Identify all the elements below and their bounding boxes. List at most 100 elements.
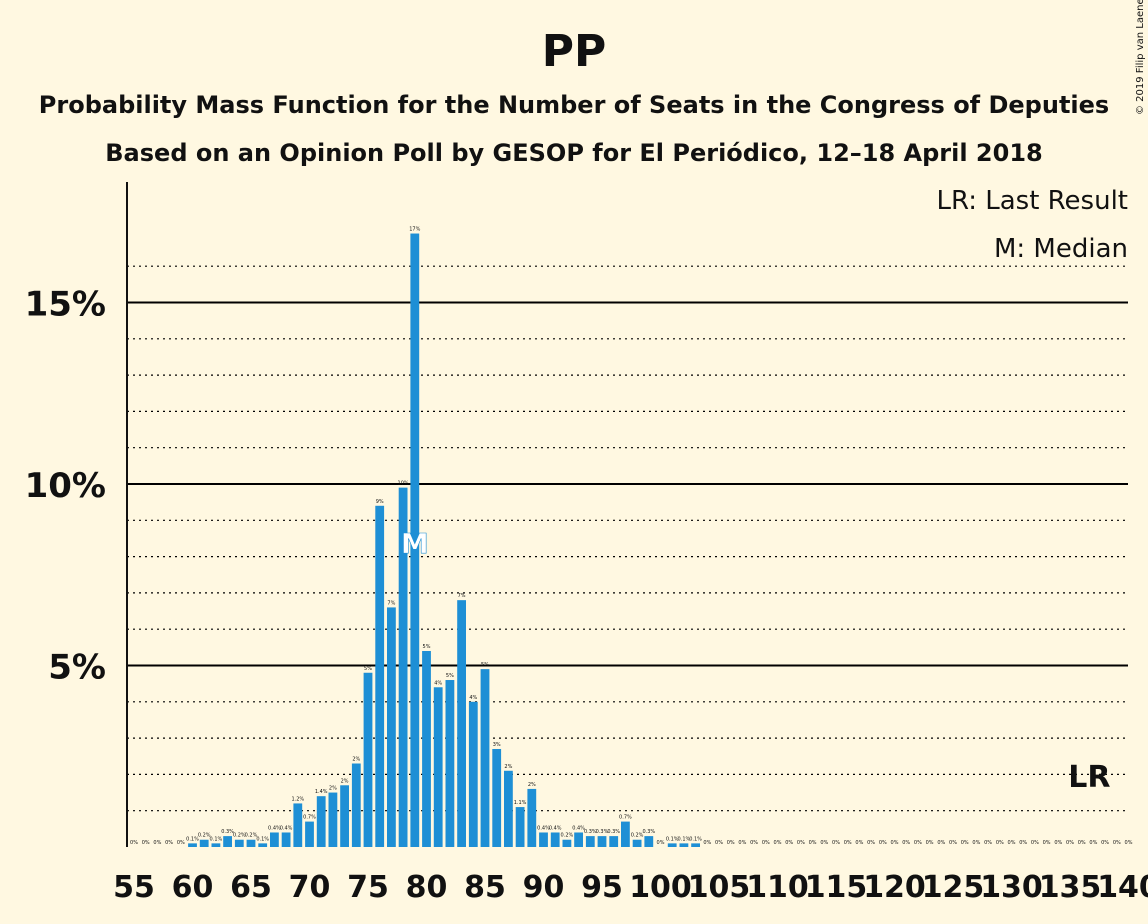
bar-value-label: 0.4% xyxy=(572,825,585,831)
bar-value-label: 0.7% xyxy=(619,815,632,821)
bar-value-label: 0% xyxy=(949,840,957,846)
bar-value-label: 2% xyxy=(329,786,337,792)
bar-value-label: 0% xyxy=(142,840,150,846)
bar-seat-69 xyxy=(293,803,303,847)
axes: 5%10%15%55 60 65 70 75 80 85 90 95 10010511011512… xyxy=(25,182,1148,905)
bar-seat-98 xyxy=(632,839,642,847)
bar-seat-93 xyxy=(574,832,583,847)
bar-value-label: 0.4% xyxy=(268,825,281,831)
bar-value-label: 0% xyxy=(774,840,782,846)
bar-value-label: 2% xyxy=(528,782,536,788)
bar-seat-82 xyxy=(445,680,455,847)
bar-seat-79 xyxy=(410,233,420,847)
bar-value-label: 0% xyxy=(165,840,173,846)
bar-seat-95 xyxy=(597,836,607,847)
bar-value-label: 0% xyxy=(961,840,969,846)
x-tick-label: 140 xyxy=(1097,870,1148,905)
legend-last-result: LR: Last Result xyxy=(936,186,1128,216)
bar-seat-63 xyxy=(223,836,232,847)
bar-seat-86 xyxy=(492,748,502,847)
bar-value-label: 0% xyxy=(130,840,138,846)
x-tick-label: 55 xyxy=(113,870,155,905)
bar-seat-103 xyxy=(691,843,700,847)
bar-value-label: 0.3% xyxy=(221,829,234,835)
bar-value-label: 5% xyxy=(364,666,372,672)
bar-seat-65 xyxy=(246,839,256,847)
bar-value-label: 0% xyxy=(1031,840,1039,846)
chart-title: PP xyxy=(542,26,607,77)
x-tick-label: 110 xyxy=(746,870,809,905)
bar-value-label: 0% xyxy=(984,840,992,846)
bar-seat-73 xyxy=(340,785,349,847)
bar-value-label: 0% xyxy=(1043,840,1051,846)
x-tick-label: 60 xyxy=(172,870,214,905)
bar-value-label: 0.1% xyxy=(186,836,199,842)
bar-value-label: 2% xyxy=(352,757,360,763)
bar-value-label: 2% xyxy=(341,778,349,784)
bar-value-label: 0% xyxy=(855,840,863,846)
bar-seat-94 xyxy=(585,836,595,847)
x-tick-label: 130 xyxy=(980,870,1043,905)
bar-seat-89 xyxy=(527,788,537,847)
bar-value-labels: 0% 0% 0% 0% 0%0.1%0.2%0.1%0.3%0.2%0.2%0.1%0.… xyxy=(130,227,1133,846)
bar-seat-75 xyxy=(363,672,373,847)
bar-value-label: 0.2% xyxy=(631,833,644,839)
y-tick-label: 5% xyxy=(48,648,106,688)
bar-value-label: 0% xyxy=(1113,840,1121,846)
x-tick-label: 70 xyxy=(289,870,331,905)
bar-seat-60 xyxy=(188,843,197,847)
bar-seat-67 xyxy=(270,832,279,847)
bar-value-label: 0.2% xyxy=(233,833,246,839)
bar-value-label: 0% xyxy=(703,840,711,846)
bar-seat-102 xyxy=(679,843,689,847)
bars xyxy=(188,233,700,847)
bar-seat-88 xyxy=(515,807,525,847)
bar-value-label: 0% xyxy=(937,840,945,846)
bar-value-label: 5% xyxy=(423,644,431,650)
bar-seat-92 xyxy=(562,839,572,847)
bar-value-label: 0% xyxy=(820,840,828,846)
bar-value-label: 4% xyxy=(434,680,442,686)
x-tick-label: 125 xyxy=(922,870,985,905)
bar-seat-91 xyxy=(550,832,560,847)
bar-value-label: 0% xyxy=(750,840,758,846)
bar-value-label: 0% xyxy=(844,840,852,846)
bar-value-label: 0% xyxy=(153,840,161,846)
bar-seat-72 xyxy=(328,792,338,847)
bar-seat-101 xyxy=(667,843,677,847)
bar-value-label: 0% xyxy=(832,840,840,846)
bar-seat-80 xyxy=(422,650,431,847)
bar-value-label: 10% xyxy=(398,481,409,487)
bar-value-label: 0.7% xyxy=(303,815,316,821)
bar-value-label: 5% xyxy=(446,673,454,679)
bar-value-label: 0.2% xyxy=(245,833,258,839)
chart-subtitle: Probability Mass Function for the Number… xyxy=(39,91,1109,119)
bar-value-label: 0% xyxy=(797,840,805,846)
bar-value-label: 1.2% xyxy=(291,796,304,802)
bar-value-label: 0% xyxy=(1054,840,1062,846)
last-result-marker: LR xyxy=(1068,760,1110,795)
bar-seat-77 xyxy=(387,607,396,847)
x-tick-label: 85 xyxy=(464,870,506,905)
chart-subtitle-poll: Based on an Opinion Poll by GESOP for El… xyxy=(105,139,1042,167)
bar-value-label: 0.3% xyxy=(607,829,620,835)
y-tick-label: 10% xyxy=(25,466,106,506)
x-tick-label: 100 xyxy=(629,870,692,905)
x-tick-label: 105 xyxy=(688,870,751,905)
bar-value-label: 0% xyxy=(177,840,185,846)
bar-value-label: 0% xyxy=(902,840,910,846)
bar-value-label: 0% xyxy=(715,840,723,846)
bar-seat-66 xyxy=(258,843,268,847)
bar-seat-96 xyxy=(609,836,619,847)
bar-seat-68 xyxy=(281,832,291,847)
bar-value-label: 2% xyxy=(504,764,512,770)
median-marker: M xyxy=(401,527,429,560)
bar-value-label: 0% xyxy=(914,840,922,846)
x-tick-label: 65 xyxy=(230,870,272,905)
bar-value-label: 0% xyxy=(809,840,817,846)
bar-value-label: 0% xyxy=(891,840,899,846)
bar-seat-61 xyxy=(199,839,209,847)
bar-value-label: 0.4% xyxy=(280,825,293,831)
bar-value-label: 0.2% xyxy=(561,833,574,839)
